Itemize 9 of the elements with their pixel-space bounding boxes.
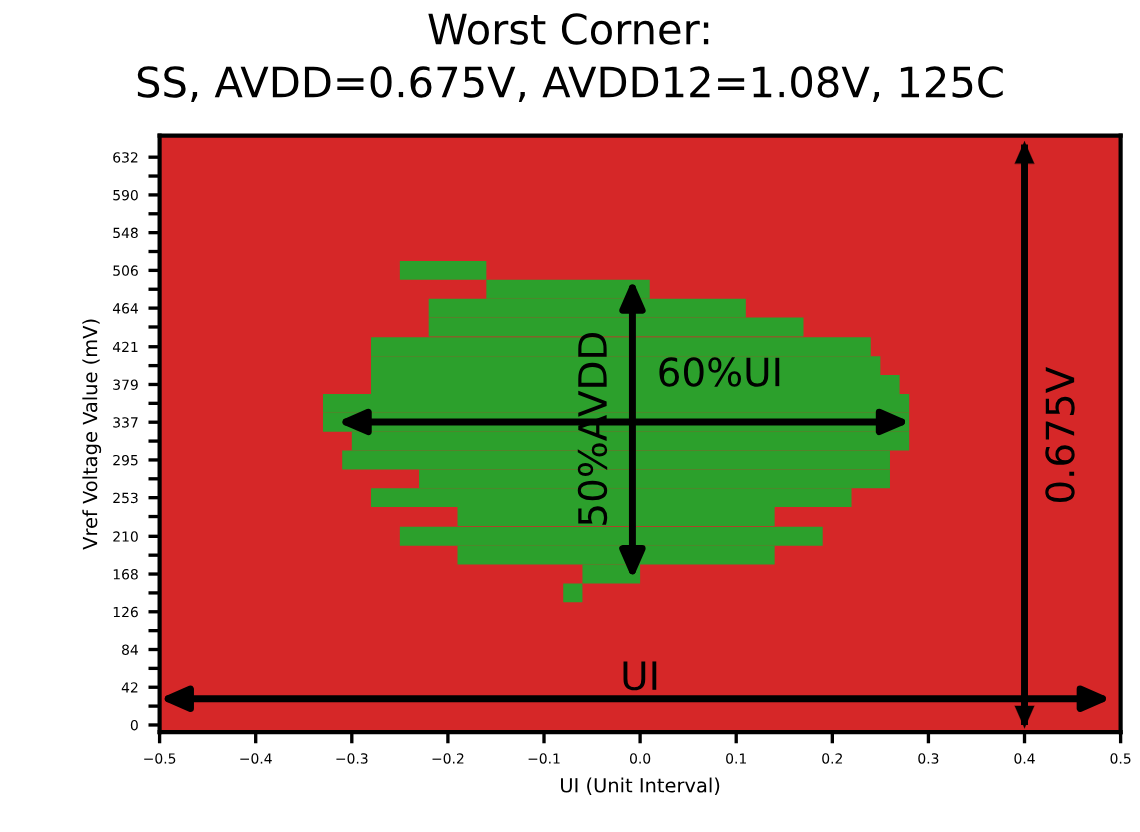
- bar: [563, 583, 583, 603]
- x-axis-title: UI (Unit Interval): [561, 777, 720, 795]
- chart-title: Worst Corner: SS, AVDD=0.675V, AVDD12=1.08V, 125C: [137, 13, 1003, 102]
- ref-line-label: 0.675V: [1045, 367, 1075, 503]
- y-axis-title: Vref Voltage Value (mV): [82, 319, 102, 550]
- bar: [399, 260, 487, 280]
- annotation: 60%UI: [659, 357, 780, 387]
- annotation: UI: [623, 661, 657, 691]
- annotation: 50%AVDD: [577, 332, 608, 525]
